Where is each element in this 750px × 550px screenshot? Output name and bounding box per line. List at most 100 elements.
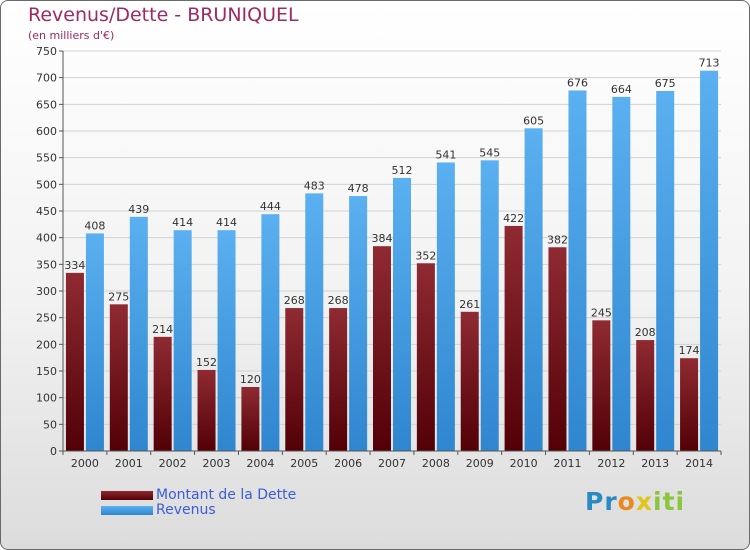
y-tick-label: 250 xyxy=(36,312,57,325)
y-tick-label: 600 xyxy=(36,125,57,138)
revenus-bar xyxy=(568,90,587,451)
revenus-bar xyxy=(261,214,280,451)
dette-value-label: 384 xyxy=(372,232,393,245)
revenus-value-label: 545 xyxy=(479,146,500,159)
x-tick-label: 2000 xyxy=(71,457,99,470)
x-tick-label: 2012 xyxy=(597,457,625,470)
revenus-value-label: 541 xyxy=(435,148,456,161)
revenus-value-label: 512 xyxy=(392,164,413,177)
revenus-bar xyxy=(349,196,368,451)
revenus-value-label: 414 xyxy=(216,216,237,229)
y-tick-label: 100 xyxy=(36,392,57,405)
revenus-bar xyxy=(480,160,499,452)
dette-bar xyxy=(680,358,699,451)
dette-bar xyxy=(197,369,216,451)
proxiti-logo: Proxiti xyxy=(585,487,685,516)
dette-bar xyxy=(373,246,391,451)
x-tick-label: 2001 xyxy=(115,457,143,470)
revenus-value-label: 713 xyxy=(699,57,720,70)
dette-value-label: 152 xyxy=(196,356,217,369)
dette-value-label: 174 xyxy=(679,344,700,357)
revenus-value-label: 676 xyxy=(567,76,588,89)
legend-label-revenus: Revenus xyxy=(156,502,216,518)
dette-bar xyxy=(416,263,435,451)
logo-letter: r xyxy=(604,487,618,516)
revenus-bar xyxy=(85,233,104,451)
revenus-bar xyxy=(217,230,236,451)
bars: 334 408 275 439 214 414 152 414 120 444 268 483 268 4… xyxy=(64,57,720,452)
revenus-bar xyxy=(393,177,411,451)
x-tick-label: 2009 xyxy=(466,457,494,470)
revenus-value-label: 444 xyxy=(260,200,281,213)
dette-bar xyxy=(548,247,567,451)
dette-bar xyxy=(329,308,348,451)
revenus-bar xyxy=(436,162,455,451)
logo-letter: P xyxy=(585,487,605,516)
revenus-value-label: 483 xyxy=(304,179,325,192)
grid xyxy=(63,50,721,452)
dette-value-label: 268 xyxy=(328,294,349,307)
legend-swatch-revenus xyxy=(101,506,153,515)
dette-bar xyxy=(460,311,479,451)
y-tick-label: 750 xyxy=(36,45,57,58)
chart-subtitle: (en milliers d'€) xyxy=(28,29,115,42)
revenus-value-label: 408 xyxy=(84,219,105,232)
dette-value-label: 208 xyxy=(635,326,656,339)
revenus-value-label: 605 xyxy=(523,114,544,127)
y-tick-label: 500 xyxy=(36,178,57,191)
y-tick-label: 350 xyxy=(36,258,57,271)
x-tick-label: 2005 xyxy=(290,457,318,470)
x-tick-label: 2008 xyxy=(422,457,450,470)
x-tick-label: 2003 xyxy=(203,457,231,470)
axes: 0 50 100 150 200 250 300 350 400 450 500 550 600 650 7… xyxy=(36,45,722,470)
dette-value-label: 382 xyxy=(547,233,568,246)
x-tick-label: 2014 xyxy=(685,457,713,470)
dette-bar xyxy=(241,387,260,451)
revenus-bar xyxy=(524,128,543,451)
revenus-value-label: 675 xyxy=(655,77,676,90)
x-tick-label: 2011 xyxy=(553,457,581,470)
dette-bar xyxy=(65,272,84,451)
x-tick-label: 2006 xyxy=(334,457,362,470)
revenus-value-label: 414 xyxy=(172,216,193,229)
y-tick-label: 400 xyxy=(36,232,57,245)
x-tick-label: 2010 xyxy=(510,457,538,470)
revenus-value-label: 439 xyxy=(128,203,149,216)
revenus-value-label: 478 xyxy=(348,182,369,195)
revenus-bar xyxy=(656,91,675,451)
logo-letter: i xyxy=(653,487,663,516)
y-tick-label: 650 xyxy=(36,98,57,111)
y-tick-label: 150 xyxy=(36,365,57,378)
dette-bar xyxy=(153,336,172,451)
y-tick-label: 700 xyxy=(36,72,57,85)
x-tick-label: 2002 xyxy=(159,457,187,470)
dette-bar xyxy=(285,308,304,451)
logo-letter: t xyxy=(662,487,676,516)
dette-value-label: 352 xyxy=(415,249,436,262)
logo-letter: x xyxy=(635,487,653,516)
dette-value-label: 214 xyxy=(152,323,173,336)
legend-swatch-dette xyxy=(101,491,153,500)
x-tick-label: 2004 xyxy=(246,457,274,470)
dette-value-label: 334 xyxy=(64,259,85,272)
y-tick-label: 550 xyxy=(36,152,57,165)
logo-letter: i xyxy=(675,487,686,516)
logo-letter: o xyxy=(617,487,636,516)
dette-value-label: 245 xyxy=(591,306,612,319)
y-tick-label: 0 xyxy=(50,445,57,458)
dette-value-label: 275 xyxy=(108,290,129,303)
legend-label-dette: Montant de la Dette xyxy=(156,487,297,503)
y-tick-label: 200 xyxy=(36,338,57,351)
y-tick-label: 300 xyxy=(36,285,57,298)
dette-value-label: 268 xyxy=(284,294,305,307)
x-tick-label: 2013 xyxy=(641,457,669,470)
revenus-bar xyxy=(173,230,192,451)
revenus-bar xyxy=(700,70,719,451)
dette-bar xyxy=(504,225,523,451)
dette-bar xyxy=(592,320,611,451)
chart-title: Revenus/Dette - BRUNIQUEL xyxy=(28,4,299,26)
dette-value-label: 422 xyxy=(503,212,524,225)
y-tick-label: 50 xyxy=(43,418,57,431)
dette-value-label: 261 xyxy=(459,298,480,311)
